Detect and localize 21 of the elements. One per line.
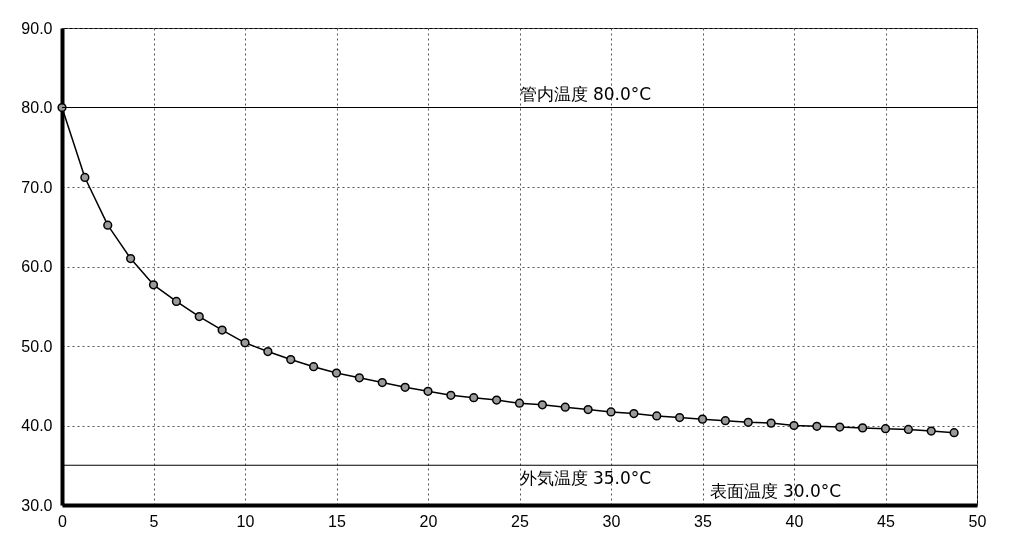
x-tick-label: 45 bbox=[877, 512, 895, 530]
y-tick-label: 50.0 bbox=[21, 337, 53, 355]
x-tick-label: 35 bbox=[694, 512, 712, 530]
y-tick-label: 80.0 bbox=[21, 99, 53, 116]
x-tick-label: 25 bbox=[511, 512, 529, 530]
x-tick-label: 5 bbox=[149, 512, 159, 530]
x-tick-label: 30 bbox=[602, 512, 621, 530]
ref-line-label: 管内温度 80.0°C bbox=[519, 83, 652, 104]
ref-line-label: 外気温度 35.0°C bbox=[519, 468, 652, 489]
x-tick-label: 20 bbox=[419, 512, 438, 530]
x-tick-label: 50 bbox=[968, 512, 987, 530]
y-tick-label: 40.0 bbox=[21, 417, 53, 434]
x-tick-label: 40 bbox=[785, 512, 804, 530]
y-tick-label: 30.0 bbox=[21, 496, 53, 514]
x-tick-label: 0 bbox=[58, 512, 68, 530]
y-tick-label: 70.0 bbox=[21, 178, 53, 196]
x-tick-label: 15 bbox=[328, 512, 346, 530]
y-tick-label: 90.0 bbox=[21, 19, 53, 37]
y-tick-label: 60.0 bbox=[21, 258, 53, 275]
x-tick-label: 10 bbox=[236, 512, 255, 530]
annotation: 表面温度 30.0°C bbox=[709, 481, 842, 501]
